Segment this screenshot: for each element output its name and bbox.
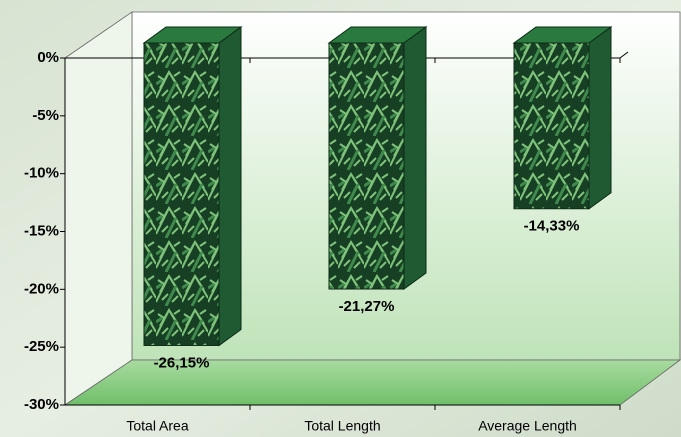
bar-side xyxy=(219,27,241,345)
x-tick-label: Average Length xyxy=(478,418,577,434)
y-tick-label: -30% xyxy=(24,396,59,413)
x-tick-label: Total Length xyxy=(304,418,380,434)
chart: 0% -5% -10% -15% -20% -25% -30% Total Area -26,1… xyxy=(0,0,681,437)
side-wall xyxy=(65,12,132,405)
bar-side xyxy=(404,27,426,289)
value-label: -21,27% xyxy=(339,298,395,315)
y-tick-label: -5% xyxy=(32,107,59,124)
y-tick-label: 0% xyxy=(37,49,59,66)
y-tick-label: -25% xyxy=(24,338,59,355)
value-label: -26,15% xyxy=(154,354,210,371)
bar xyxy=(329,43,404,289)
y-tick-label: -10% xyxy=(24,165,59,182)
x-tick-label: Total Area xyxy=(126,418,188,434)
bar xyxy=(514,43,589,209)
value-label: -14,33% xyxy=(524,218,580,235)
y-tick-label: -15% xyxy=(24,222,59,239)
bar-side xyxy=(589,27,611,209)
y-tick-label: -20% xyxy=(24,280,59,297)
bar xyxy=(144,43,219,345)
